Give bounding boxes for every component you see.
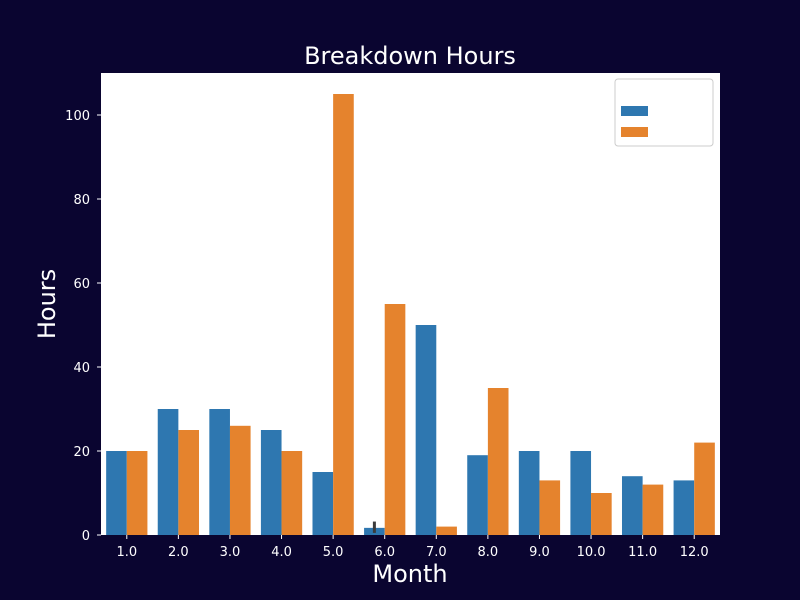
bar-series-2-4.0 <box>281 451 303 535</box>
y-axis-label: Hours <box>33 269 61 339</box>
legend-swatch-series-1 <box>621 106 648 116</box>
x-tick-label: 4.0 <box>271 545 292 560</box>
y-tick-label: 20 <box>73 445 90 460</box>
bar-series-1-3.0 <box>209 409 230 535</box>
bar-series-1-11.0 <box>621 476 643 535</box>
x-tick-label: 1.0 <box>116 545 137 560</box>
bar-series-1-12.0 <box>673 480 695 535</box>
bar-series-2-7.0 <box>436 526 457 535</box>
y-tick-label: 60 <box>73 277 90 292</box>
x-tick-label: 10.0 <box>577 545 606 560</box>
y-tick-label: 100 <box>65 109 90 124</box>
y-axis-ticks: 0 20 40 60 80 100 <box>65 109 101 544</box>
bar-series-1-10.0 <box>570 451 592 535</box>
bar-series-1-8.0 <box>467 455 488 535</box>
y-tick-label: 80 <box>73 193 90 208</box>
y-tick-label: 0 <box>82 529 90 544</box>
x-axis-label: Month <box>372 560 447 588</box>
bar-series-1-9.0 <box>518 451 540 535</box>
plot-area <box>101 73 720 535</box>
bar-series-2-10.0 <box>591 493 612 535</box>
bar-series-1-1.0 <box>106 451 127 535</box>
bar-series-2-3.0 <box>229 425 251 535</box>
bar-series-2-5.0 <box>333 94 354 535</box>
x-tick-label: 12.0 <box>680 545 709 560</box>
x-axis-ticks: 1.0 2.0 3.0 4.0 5.0 6.0 7.0 8.0 9.0 10.0 11.0 12.0 <box>116 535 709 560</box>
bar-series-2-11.0 <box>642 484 664 535</box>
x-tick-label: 2.0 <box>168 545 189 560</box>
bar-series-1-5.0 <box>312 472 334 535</box>
x-tick-label: 7.0 <box>426 545 447 560</box>
x-tick-label: 6.0 <box>374 545 395 560</box>
y-tick-label: 40 <box>73 361 90 376</box>
bar-series-2-8.0 <box>487 388 509 535</box>
bar-series-1-7.0 <box>415 325 437 535</box>
legend-swatch-series-2 <box>621 127 648 137</box>
x-tick-label: 3.0 <box>220 545 241 560</box>
bar-series-2-9.0 <box>539 480 561 535</box>
bar-series-2-12.0 <box>694 442 715 535</box>
chart-title: Breakdown Hours <box>304 42 516 70</box>
bar-series-2-2.0 <box>178 430 200 535</box>
bar-series-1-2.0 <box>157 409 179 535</box>
bar-series-2-6.0 <box>384 304 406 535</box>
x-tick-label: 9.0 <box>529 545 550 560</box>
bar-series-2-1.0 <box>126 451 148 535</box>
x-tick-label: 8.0 <box>478 545 499 560</box>
bar-series-1-4.0 <box>260 430 282 535</box>
bars-group <box>106 94 715 535</box>
x-tick-label: 11.0 <box>628 545 657 560</box>
x-tick-label: 5.0 <box>323 545 344 560</box>
legend <box>614 78 714 147</box>
